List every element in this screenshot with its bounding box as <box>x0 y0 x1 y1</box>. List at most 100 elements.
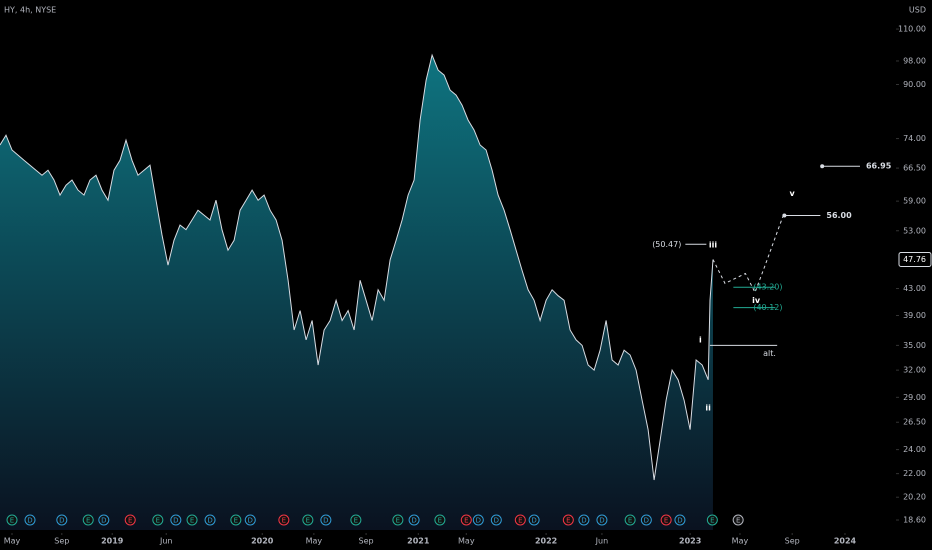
y-tick-label: 43.00 <box>903 284 926 293</box>
event-icon: E <box>152 514 164 526</box>
event-circle <box>408 514 420 526</box>
event-circle <box>640 514 652 526</box>
event-icon: E <box>660 514 672 526</box>
event-icon: E <box>186 514 198 526</box>
event-label: E <box>128 517 132 525</box>
event-circle <box>578 514 590 526</box>
event-circle <box>170 514 182 526</box>
event-label: D <box>411 517 416 525</box>
event-label: E <box>190 517 194 525</box>
event-label: D <box>531 517 536 525</box>
event-circle <box>24 514 36 526</box>
event-icon: E <box>350 514 362 526</box>
x-tick-label: 2023 <box>679 537 701 546</box>
wave-label: v <box>790 189 796 198</box>
x-tick-label: Jun <box>159 537 173 546</box>
event-icon: D <box>98 514 110 526</box>
event-icon: E <box>82 514 94 526</box>
y-tick-label: 66.50 <box>903 164 926 173</box>
y-tick-label: 59.00 <box>903 197 926 206</box>
event-label: D <box>173 517 178 525</box>
event-label: E <box>156 517 160 525</box>
event-circle <box>278 514 290 526</box>
event-label: E <box>86 517 90 525</box>
event-circle <box>98 514 110 526</box>
event-label: E <box>438 517 442 525</box>
event-circle <box>230 514 242 526</box>
event-label: E <box>234 517 238 525</box>
event-circle <box>56 514 68 526</box>
y-tick-label: 22.00 <box>903 469 926 478</box>
x-tick-label: 2022 <box>535 537 557 546</box>
event-circle <box>302 514 314 526</box>
event-label: E <box>464 517 468 525</box>
y-tick-label: 18.60 <box>903 516 926 525</box>
level-label: alt. <box>763 349 776 358</box>
event-icon: E <box>460 514 472 526</box>
event-circle <box>350 514 362 526</box>
last-price-tag <box>898 252 932 268</box>
event-icon: D <box>490 514 502 526</box>
event-label: E <box>736 517 740 525</box>
currency-label: USD <box>909 6 926 15</box>
event-label: D <box>323 517 328 525</box>
event-circle <box>562 514 574 526</box>
y-tick-label: 53.00 <box>903 226 926 235</box>
y-tick-label: 32.00 <box>903 366 926 375</box>
y-tick-label: 35.00 <box>903 341 926 350</box>
event-icon: E <box>278 514 290 526</box>
x-tick-label: 2021 <box>407 537 430 546</box>
event-label: E <box>664 517 668 525</box>
event-icon: E <box>6 514 18 526</box>
event-circle <box>82 514 94 526</box>
x-tick-label: May <box>458 537 475 546</box>
event-label: D <box>27 517 32 525</box>
event-label: E <box>354 517 358 525</box>
level-label: 56.00 <box>826 211 852 220</box>
event-icon: E <box>124 514 136 526</box>
event-label: D <box>599 517 604 525</box>
event-label: E <box>396 517 400 525</box>
level-label: 66.95 <box>866 162 892 171</box>
level-dot <box>782 213 787 218</box>
event-circle <box>434 514 446 526</box>
y-tick-label: 24.00 <box>903 445 926 454</box>
event-circle <box>624 514 636 526</box>
event-icon: D <box>24 514 36 526</box>
x-tick-label: Jun <box>595 537 609 546</box>
wave-label: iii <box>709 241 717 250</box>
event-label: E <box>282 517 286 525</box>
event-icon: E <box>732 514 744 526</box>
event-icon: E <box>562 514 574 526</box>
event-icon: D <box>320 514 332 526</box>
event-circle <box>660 514 672 526</box>
event-label: E <box>10 517 14 525</box>
event-circle <box>514 514 526 526</box>
event-circle <box>244 514 256 526</box>
event-label: E <box>710 517 714 525</box>
event-circle <box>490 514 502 526</box>
y-tick-label: 98.00 <box>903 56 926 65</box>
event-icon: D <box>528 514 540 526</box>
y-tick-label: 26.50 <box>903 418 926 427</box>
wave-label: ii <box>705 404 711 413</box>
event-icon: D <box>204 514 216 526</box>
event-label: D <box>59 517 64 525</box>
event-label: D <box>207 517 212 525</box>
event-icon: E <box>434 514 446 526</box>
event-label: E <box>306 517 310 525</box>
y-tick-label: 20.20 <box>903 493 926 502</box>
chart-title: HY, 4h, NYSE <box>4 6 56 15</box>
price-line <box>0 53 714 481</box>
event-icon: D <box>640 514 652 526</box>
event-circle <box>6 514 18 526</box>
event-circle <box>204 514 216 526</box>
y-tick-label: 74.00 <box>903 134 926 143</box>
event-icon: E <box>706 514 718 526</box>
event-icon: E <box>514 514 526 526</box>
event-icon: D <box>578 514 590 526</box>
event-circle <box>472 514 484 526</box>
event-icon: E <box>624 514 636 526</box>
level-label: (40.12) <box>753 303 782 312</box>
x-tick-label: 2024 <box>834 537 857 546</box>
